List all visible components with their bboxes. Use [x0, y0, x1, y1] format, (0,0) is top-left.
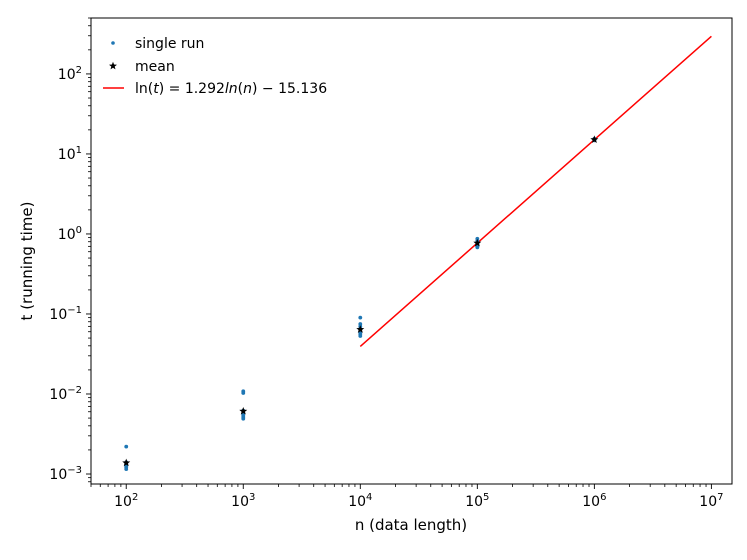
fit-line: [359, 35, 712, 347]
single-run-point: [124, 467, 129, 472]
single-run-point: [358, 334, 363, 338]
single-run-point: [358, 315, 363, 320]
y-tick-label: 100: [58, 225, 82, 243]
single-run-point: [241, 391, 246, 395]
y-axis-label: t (running time): [18, 202, 36, 321]
fit-label-pre: ln(: [135, 81, 153, 97]
axes: 102 103 104 105 106 107 10−3 10−2 10−1 100 101 102: [49, 17, 733, 510]
single-run-point: [358, 331, 363, 335]
mean-point: [473, 238, 482, 247]
mean-point: [590, 135, 599, 144]
fit-label-n: n: [243, 81, 252, 97]
legend-marker-mean: [109, 61, 117, 70]
fit-label-open: (: [238, 81, 243, 97]
y-tick-label: 10−3: [49, 465, 82, 483]
y-tick-label: 10−2: [49, 385, 82, 403]
x-axis-label: n (data length): [355, 516, 467, 534]
single-run-point: [475, 245, 480, 250]
fit-label-ln: ln: [225, 81, 238, 97]
single-run-point: [124, 444, 129, 449]
x-tick-label: 104: [348, 492, 372, 510]
x-tick-label: 103: [231, 492, 255, 510]
single-run-point: [241, 416, 246, 421]
y-tick-label: 102: [58, 65, 82, 83]
plot-frame: [90, 17, 733, 485]
plot-area: [122, 35, 712, 472]
fit-label-post: ) − 15.136: [252, 81, 327, 97]
mean-point: [239, 406, 248, 415]
x-tick-label: 107: [699, 492, 723, 510]
mean-point: [122, 458, 131, 467]
legend-marker-single-run: [111, 41, 115, 45]
x-tick-label: 102: [114, 492, 138, 510]
fit-label-t: t: [153, 81, 159, 97]
legend-label-fit: ln(t) = 1.292ln(n) − 15.136: [135, 81, 327, 97]
single-run-point: [241, 412, 246, 417]
y-tick-label: 10−1: [49, 305, 82, 323]
x-tick-label: 105: [465, 492, 489, 510]
legend-label-single-run: single run: [135, 36, 204, 52]
legend-label-mean: mean: [135, 59, 175, 75]
fit-label-mid: ) = 1.292: [159, 81, 225, 97]
legend: single run mean ln(t) = 1.292ln(n) − 15.…: [103, 36, 327, 97]
y-tick-label: 101: [58, 145, 82, 163]
mean-point: [356, 325, 365, 333]
x-tick-label: 106: [582, 492, 606, 510]
